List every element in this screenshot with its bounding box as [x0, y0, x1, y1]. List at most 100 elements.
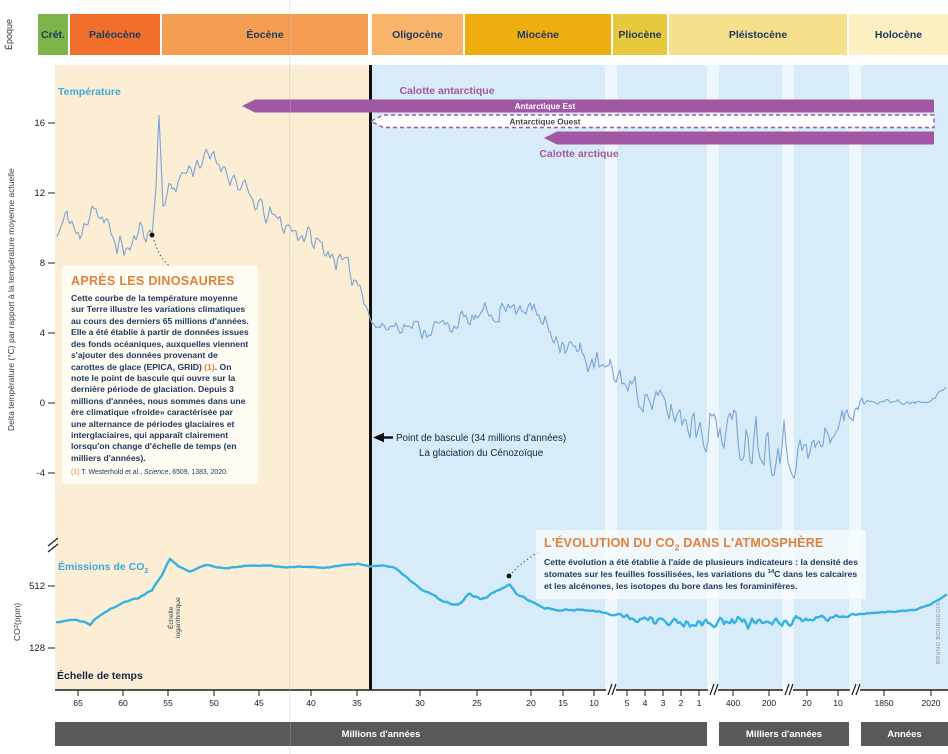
epoch-segment-5: Pliocène: [613, 14, 667, 55]
co2-ytick-label-1: 128: [29, 643, 45, 654]
dinosaurs-note-footnote: (1) T. Westerhold et al., Science, 6509,…: [71, 469, 249, 476]
axes: 65 60 55 50 45 40 35 30 25 20 15 10 5 4 3 2 1 400 200 20 10 1…: [29, 118, 948, 708]
timebar-annees-label: Années: [887, 728, 922, 740]
co2-body-b: C dans les calcaires et les alcénones, l…: [544, 569, 858, 592]
footnote-journal: Science: [143, 469, 169, 477]
tipping-text-line1: Point de bascule (34 millions d'années): [396, 433, 566, 444]
co2-axis-b: (ppm): [12, 602, 22, 626]
x-tick-label-18: 200: [762, 698, 777, 708]
timebar-milliers: Milliers d'années: [719, 722, 849, 746]
co2-body-a: Cette évolution a été établie à l'aide d…: [544, 556, 858, 580]
timebar-annees: Années: [861, 722, 948, 746]
time-scale-label: Échelle de temps: [57, 670, 143, 682]
x-tick-label-0: 65: [73, 698, 83, 708]
log-scale-label: Échelle logarithmique: [168, 597, 182, 639]
temp-ytick-label-2: 8: [40, 258, 45, 269]
co2-callout-dot: [506, 573, 512, 579]
x-tick-label-9: 20: [526, 698, 536, 708]
epoch-segment-6: Pléistocène: [669, 14, 847, 55]
temp-ytick-label-4: 0: [40, 398, 45, 409]
x-tick-label-7: 30: [415, 698, 425, 708]
dinosaurs-note-title: APRÈS LES DINOSAURES: [71, 274, 235, 288]
temp-callout-dot: [149, 232, 155, 238]
x-break-b-1: [713, 683, 719, 696]
data-curves: [55, 114, 948, 630]
co2-series-label-text: Émissions de CO: [58, 561, 145, 573]
y-break-b: [47, 537, 59, 547]
co2-title-b: DANS L'ATMOSPHÈRE: [679, 536, 824, 550]
co2-note-title: L'ÉVOLUTION DU CO2 DANS L'ATMOSPHÈRE: [544, 536, 858, 553]
co2-ytick-label-0: 512: [29, 581, 45, 592]
tipping-point-line: [369, 65, 372, 690]
co2-series-label: Émissions de CO2: [58, 561, 148, 575]
x-tick-label-14: 3: [661, 698, 666, 708]
temperature-curve: [56, 114, 947, 479]
tipping-arrow-head: [373, 432, 384, 443]
temp-y-axis-label: Delta température (°C) par rapport à la …: [6, 168, 16, 432]
x-tick-label-16: 1: [697, 698, 702, 708]
y-break-a: [47, 543, 59, 553]
x-tick-label-15: 2: [679, 698, 684, 708]
x-tick-label-20: 10: [833, 698, 843, 708]
temp-ytick-label-0: 16: [34, 118, 45, 129]
footnote-a: T. Westerhold et al.,: [79, 469, 144, 477]
arctic-cap-arrow: [544, 131, 934, 145]
x-break-bg-3: [850, 686, 860, 694]
co2-note-body: Cette évolution a été établie à l'aide d…: [544, 557, 858, 593]
x-tick-label-10: 15: [558, 698, 568, 708]
tipping-point-annotation: Point de bascule (34 millions d'années) …: [373, 432, 566, 459]
x-break-a-0: [607, 683, 613, 696]
x-break-a-2: [784, 683, 790, 696]
temp-callout-connector: [153, 239, 173, 269]
x-tick-label-5: 40: [306, 698, 316, 708]
x-break-bg-1: [708, 686, 718, 694]
temp-ytick-label-5: -4: [37, 468, 45, 479]
dinosaurs-note: APRÈS LES DINOSAURES Cette courbe de la …: [62, 266, 258, 485]
antarctic-cap-label: Calotte antarctique: [399, 85, 494, 97]
temp-ytick-label-3: 4: [40, 328, 45, 339]
dino-ref-mark: (1): [204, 361, 215, 372]
timebar-millions-label: Millions d'années: [341, 728, 421, 740]
co2-title-sub: 2: [674, 542, 680, 553]
epoch-segment-3: Oligocène: [372, 14, 463, 55]
x-tick-label-2: 55: [163, 698, 173, 708]
x-break-b-2: [788, 683, 794, 696]
epoch-segment-0: Crét.: [38, 14, 68, 55]
page-fold-line: [289, 0, 291, 754]
credit-text: BRUNO BOURGEOIS: [936, 601, 942, 664]
co2-curve: [55, 557, 948, 630]
co2-body-sup: 14: [767, 569, 775, 576]
tipping-text-line2: La glaciation du Cénozoïque: [419, 448, 544, 459]
temp-ytick-label-1: 12: [34, 188, 45, 199]
epoch-segment-1: Paléocène: [70, 14, 160, 55]
x-tick-label-11: 10: [589, 698, 599, 708]
x-tick-label-21: 1850: [874, 698, 893, 708]
x-tick-label-19: 20: [802, 698, 812, 708]
x-tick-label-3: 50: [209, 698, 219, 708]
epoch-segment-4: Miocène: [465, 14, 611, 55]
x-tick-label-1: 60: [118, 698, 128, 708]
footnote-mark: (1): [71, 469, 80, 477]
antarctic-east-label: Antarctique Est: [515, 102, 576, 111]
footnote-c: , 6509, 1383, 2020.: [168, 469, 228, 477]
x-tick-label-6: 35: [352, 698, 362, 708]
x-tick-label-4: 45: [254, 698, 264, 708]
x-break-bg-0: [606, 686, 616, 694]
x-tick-label-13: 4: [643, 698, 648, 708]
timebar-milliers-label: Milliers d'années: [745, 728, 823, 740]
epoch-segment-7: Holocène: [849, 14, 948, 55]
x-tick-label-8: 25: [472, 698, 482, 708]
epoch-bar: Crét. Paléocène Éocène Oligocène Miocène Plio…: [0, 14, 948, 55]
co2-title-a: L'ÉVOLUTION DU CO: [544, 536, 675, 550]
ice-sheet-arrows: Calotte antarctique Antarctique Est Anta…: [242, 85, 935, 160]
x-break-b-0: [611, 683, 617, 696]
co2-axis-sub: 2: [14, 625, 20, 629]
antarctic-west-arrow: [369, 114, 935, 129]
x-break-b-3: [855, 683, 861, 696]
temperature-series-label: Température: [58, 86, 121, 98]
timebar-millions: Millions d'années: [55, 722, 707, 746]
x-tick-label-17: 400: [726, 698, 741, 708]
co2-y-axis-label: CO 2 (ppm): [12, 583, 22, 661]
